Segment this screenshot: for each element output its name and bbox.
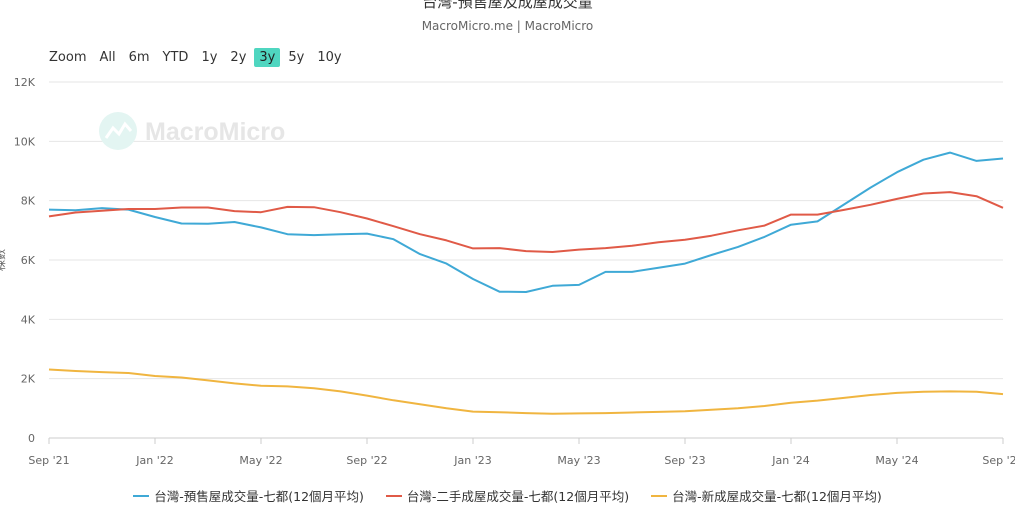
legend-item-new[interactable]: 台灣-新成屋成交量-七都(12個月平均) xyxy=(651,486,882,505)
x-tick-label: Sep '22 xyxy=(346,454,387,467)
legend-swatch-secondhand xyxy=(385,494,402,497)
legend-swatch-presale xyxy=(133,494,150,497)
zoom-bar: Zoom All 6m YTD 1y 2y 3y 5y 10y xyxy=(49,48,350,67)
x-tick-label: Sep '21 xyxy=(28,454,69,467)
x-tick-label: May '22 xyxy=(239,454,282,467)
legend-item-secondhand[interactable]: 台灣-二手成屋成交量-七都(12個月平均) xyxy=(385,486,630,505)
watermark-chart-icon xyxy=(104,121,133,139)
zoom-3y-button[interactable]: 3y xyxy=(254,48,281,67)
x-tick-label: Jan '23 xyxy=(453,454,491,467)
x-tick-label: Jan '24 xyxy=(771,454,809,467)
x-tick-label: May '24 xyxy=(875,454,918,467)
zoom-all-button[interactable]: All xyxy=(99,50,116,65)
series-line-1 xyxy=(48,191,1004,253)
legend-item-presale[interactable]: 台灣-預售屋成交量-七都(12個月平均) xyxy=(133,486,364,505)
y-tick-label: 4K xyxy=(21,313,36,326)
y-tick-label: 2K xyxy=(21,373,36,386)
series-line-2 xyxy=(48,368,1004,415)
y-tick-label: 10K xyxy=(14,135,36,148)
chart-subtitle: MacroMicro.me | MacroMicro xyxy=(421,19,594,33)
zoom-ytd-button[interactable]: YTD xyxy=(162,50,189,65)
x-tick-label: Sep '24 xyxy=(982,454,1015,467)
series-lines xyxy=(48,151,1004,415)
legend-label-presale: 台灣-預售屋成交量-七都(12個月平均) xyxy=(154,489,364,504)
legend-swatch-new xyxy=(651,494,668,497)
legend-label-secondhand: 台灣-二手成屋成交量-七都(12個月平均) xyxy=(406,489,630,504)
y-tick-label: 6K xyxy=(21,254,36,267)
zoom-2y-button[interactable]: 2y xyxy=(230,50,247,65)
y-tick-label: 0 xyxy=(28,432,35,445)
legend-label-new: 台灣-新成屋成交量-七都(12個月平均) xyxy=(672,489,882,504)
watermark: MacroMicro xyxy=(99,112,285,150)
zoom-label: Zoom xyxy=(49,50,87,65)
zoom-6m-button[interactable]: 6m xyxy=(128,50,150,65)
zoom-5y-button[interactable]: 5y xyxy=(288,50,305,65)
y-tick-label: 8K xyxy=(21,195,36,208)
y-axis-label: 棟數 xyxy=(0,249,7,271)
grid-lines xyxy=(49,81,1003,380)
x-tick-label: May '23 xyxy=(557,454,600,467)
y-tick-label: 12K xyxy=(14,76,36,89)
legend: 台灣-預售屋成交量-七都(12個月平均) 台灣-二手成屋成交量-七都(12個月平… xyxy=(0,486,1015,505)
zoom-10y-button[interactable]: 10y xyxy=(317,50,342,65)
watermark-text: MacroMicro xyxy=(145,118,285,146)
axes: 0 2K 4K 6K 8K 10K 12K Sep '21 Jan '22 May '22 Sep … xyxy=(14,76,1015,467)
chart-title: 台灣-預售屋及成屋成交量 xyxy=(422,0,593,11)
x-tick-label: Jan '22 xyxy=(135,454,173,467)
zoom-1y-button[interactable]: 1y xyxy=(201,50,218,65)
series-line-0 xyxy=(48,151,1004,293)
x-tick-label: Sep '23 xyxy=(664,454,705,467)
